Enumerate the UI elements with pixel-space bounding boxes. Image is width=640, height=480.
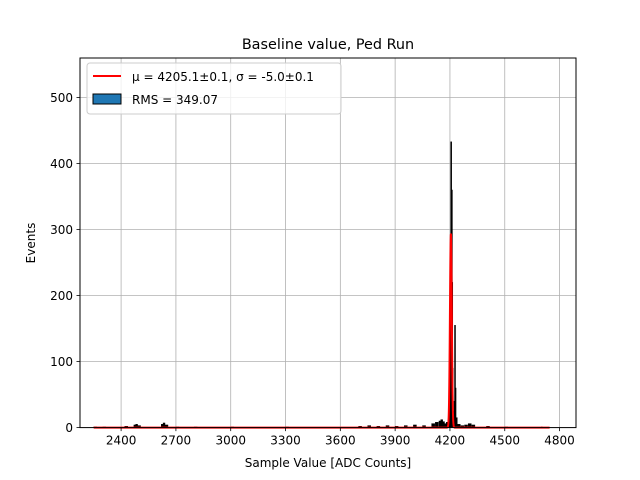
y-tick-label: 0 [65,421,73,435]
x-axis-label: Sample Value [ADC Counts] [245,456,411,470]
y-tick-label: 100 [50,355,73,369]
x-tick-label: 4800 [544,434,575,448]
y-axis-ticks: 0 100 200 300 400 500 [50,91,80,435]
x-axis-ticks: 2400 2700 3000 3300 3600 3900 4200 4500 4800 [106,427,575,448]
legend-box [86,62,342,115]
chart-title: Baseline value, Ped Run [242,37,414,53]
legend: μ = 4205.1±0.1, σ = -5.0±0.1 RMS = 349.0… [86,62,342,115]
x-tick-label: 2700 [161,434,192,448]
x-tick-label: 4200 [435,434,466,448]
x-tick-label: 3900 [380,434,411,448]
axes-frame [79,57,577,429]
x-tick-label: 4500 [489,434,520,448]
x-tick-label: 3600 [325,434,356,448]
x-tick-label: 3000 [215,434,246,448]
histogram-bar [440,419,443,428]
plot-area: 2400 2700 3000 3300 3600 3900 4200 4500 4800 0 10… [50,57,577,448]
axes-background [80,58,576,428]
x-tick-label: 2400 [106,434,137,448]
y-tick-label: 400 [50,157,73,171]
legend-fit-label: μ = 4205.1±0.1, σ = -5.0±0.1 [132,70,314,84]
x-tick-label: 3300 [270,434,301,448]
y-tick-label: 300 [50,223,73,237]
legend-rms-label: RMS = 349.07 [132,93,218,107]
legend-rms-swatch [92,93,122,105]
y-tick-label: 500 [50,91,73,105]
y-axis-label: Events [24,223,38,264]
y-tick-label: 200 [50,289,73,303]
